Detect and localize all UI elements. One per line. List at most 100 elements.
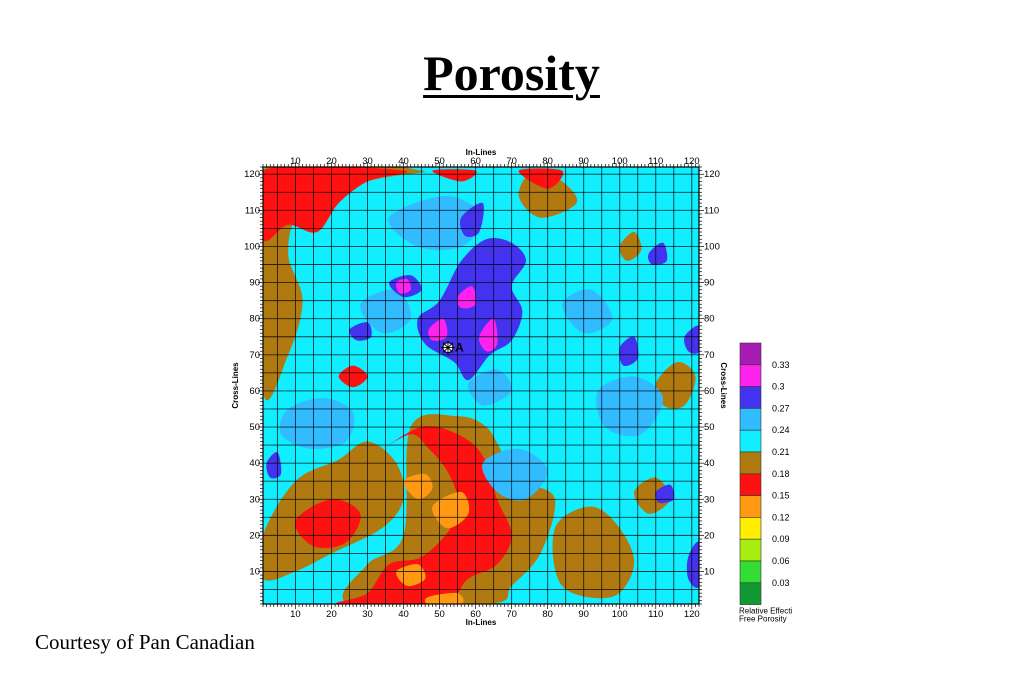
y-tick-label-left: 80 bbox=[249, 314, 260, 325]
legend-value-label: 0.03 bbox=[772, 578, 790, 588]
legend-value-label: 0.15 bbox=[772, 491, 790, 501]
region-brown-3 bbox=[552, 506, 635, 599]
region-sky-21 bbox=[388, 195, 484, 251]
y-tick-label-right: 100 bbox=[704, 241, 720, 252]
x-tick-label-bottom: 60 bbox=[470, 609, 481, 620]
color-legend: 0.33 0.3 0.27 0.24 0.21 0.18 0.15 0.12 0.09 0.06 0… bbox=[739, 342, 792, 624]
slide-title: Porosity bbox=[423, 45, 600, 101]
x-tick-label-bottom: 70 bbox=[506, 609, 517, 620]
legend-value-label: 0.3 bbox=[772, 382, 785, 392]
x-tick-label-bottom: 50 bbox=[434, 609, 445, 620]
legend-value-label: 0.18 bbox=[772, 469, 790, 479]
y-axis-title-left: Cross-Lines bbox=[231, 362, 240, 409]
well-label: A bbox=[455, 341, 464, 355]
x-axis-title-bottom: In-Lines bbox=[466, 618, 497, 627]
y-tick-label-left: 40 bbox=[249, 458, 260, 469]
legend-swatch bbox=[739, 408, 762, 431]
x-tick-label-bottom: 100 bbox=[612, 609, 628, 620]
region-brown-4 bbox=[633, 477, 671, 514]
legend-swatch bbox=[739, 386, 762, 409]
y-tick-label-left: 10 bbox=[249, 566, 260, 577]
x-tick-label-bottom: 120 bbox=[684, 609, 700, 620]
y-tick-label-right: 50 bbox=[704, 422, 715, 433]
y-tick-label-left: 110 bbox=[245, 205, 260, 216]
credit-text: Courtesy of Pan Canadian bbox=[35, 630, 255, 654]
legend-swatch bbox=[739, 364, 762, 387]
y-tick-label-left: 120 bbox=[244, 169, 260, 180]
legend-swatch bbox=[739, 342, 762, 366]
legend-value-label: 0.24 bbox=[772, 425, 790, 435]
region-red-8 bbox=[263, 167, 408, 242]
y-tick-label-left: 90 bbox=[249, 278, 260, 289]
x-tick-label-bottom: 30 bbox=[362, 609, 373, 620]
region-sky-18 bbox=[279, 398, 355, 449]
x-tick-label-top: 100 bbox=[612, 156, 628, 167]
region-orange-14 bbox=[403, 473, 433, 500]
legend-value-label: 0.12 bbox=[772, 512, 790, 522]
region-sky-23 bbox=[468, 369, 512, 406]
legend-value-label: 0.06 bbox=[772, 556, 790, 566]
legend-value-label: 0.21 bbox=[772, 447, 790, 457]
x-tick-label-top: 90 bbox=[578, 156, 589, 167]
x-tick-label-top: 10 bbox=[290, 156, 301, 167]
y-tick-label-left: 30 bbox=[249, 494, 260, 505]
legend-swatch bbox=[739, 451, 762, 475]
y-tick-label-left: 50 bbox=[249, 422, 260, 433]
y-tick-label-left: 60 bbox=[249, 386, 260, 397]
y-tick-label-right: 60 bbox=[704, 386, 715, 397]
legend-swatch bbox=[739, 473, 762, 496]
x-tick-label-top: 110 bbox=[648, 156, 663, 167]
x-tick-label-top: 70 bbox=[506, 156, 517, 167]
x-tick-label-bottom: 90 bbox=[578, 609, 589, 620]
legend-value-label: 0.27 bbox=[772, 403, 790, 413]
y-tick-label-right: 20 bbox=[704, 530, 715, 541]
region-brown-5 bbox=[655, 361, 696, 409]
legend-value-label: 0.33 bbox=[772, 360, 790, 370]
x-tick-label-top: 120 bbox=[684, 156, 700, 167]
y-axis-title-right: Cross-Lines bbox=[719, 362, 728, 409]
region-red-11 bbox=[432, 169, 477, 182]
y-tick-label-right: 90 bbox=[704, 278, 715, 289]
x-tick-label-top: 20 bbox=[326, 156, 337, 167]
region-orange-17 bbox=[424, 592, 464, 604]
region-blue-29 bbox=[619, 336, 639, 367]
region-blue-34 bbox=[647, 242, 668, 265]
y-tick-label-right: 80 bbox=[704, 314, 715, 325]
legend-swatch bbox=[739, 495, 762, 518]
region-magenta-37 bbox=[456, 286, 477, 309]
x-tick-label-top: 30 bbox=[362, 156, 373, 167]
y-tick-label-right: 40 bbox=[704, 458, 715, 469]
region-sky-19 bbox=[482, 448, 548, 501]
y-tick-label-left: 70 bbox=[249, 350, 260, 361]
x-tick-label-top: 40 bbox=[398, 156, 409, 167]
x-tick-label-bottom: 110 bbox=[648, 609, 663, 620]
legend-title-line: Free Porosity bbox=[739, 615, 787, 624]
y-tick-label-right: 120 bbox=[704, 169, 720, 180]
y-tick-label-right: 70 bbox=[704, 350, 715, 361]
x-tick-label-top: 50 bbox=[434, 156, 445, 167]
legend-swatch bbox=[739, 560, 762, 584]
region-red-10 bbox=[294, 499, 361, 549]
axis-ticks: 10 10 20 20 30 30 40 40 50 50 60 60 70 70 80 80 90 90 100 1… bbox=[244, 156, 720, 620]
region-red-9 bbox=[336, 426, 512, 604]
y-tick-label-right: 30 bbox=[704, 494, 715, 505]
y-tick-label-right: 110 bbox=[704, 205, 719, 216]
x-axis-title-top: In-Lines bbox=[466, 148, 497, 157]
legend-value-label: 0.09 bbox=[772, 534, 790, 544]
x-tick-label-top: 60 bbox=[470, 156, 481, 167]
legend-swatch bbox=[739, 538, 762, 562]
y-tick-label-left: 100 bbox=[244, 241, 260, 252]
region-magenta-35 bbox=[428, 318, 448, 341]
map-grid bbox=[262, 166, 700, 605]
x-tick-label-bottom: 40 bbox=[398, 609, 409, 620]
region-blue-28 bbox=[349, 322, 372, 341]
region-orange-15 bbox=[432, 491, 470, 529]
x-tick-label-bottom: 10 bbox=[290, 609, 301, 620]
region-blue-32 bbox=[655, 484, 675, 504]
region-magenta-36 bbox=[479, 318, 498, 352]
map-frame bbox=[262, 166, 700, 605]
legend-swatch bbox=[739, 429, 762, 453]
x-tick-label-top: 80 bbox=[542, 156, 553, 167]
legend-swatch bbox=[739, 517, 762, 540]
